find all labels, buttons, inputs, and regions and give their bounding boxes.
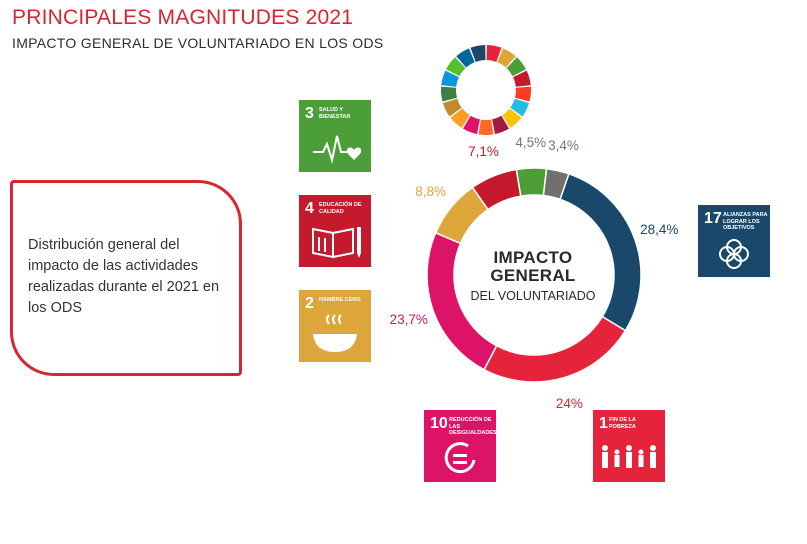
equal-circle-icon xyxy=(444,442,476,474)
sdg-wheel-segment xyxy=(514,86,531,102)
slice-label: 24% xyxy=(555,395,583,411)
sdg-10-label: REDUCCIÓN DE LAS DESIGUALDADES xyxy=(449,417,497,436)
bowl-icon xyxy=(313,314,357,352)
heartbeat-icon xyxy=(313,135,362,164)
sdg-4-number: 4 xyxy=(305,200,314,217)
sdg-wheel-segment xyxy=(510,98,530,117)
sdg-4-tile: 4 EDUCACIÓN DE CALIDAD xyxy=(299,195,371,267)
sdg-3-tile: 3 SALUD Y BIENESTAR xyxy=(299,100,371,172)
sdg-wheel-segment xyxy=(442,98,462,117)
center-title: IMPACTO GENERAL xyxy=(458,249,608,285)
center-subtitle: DEL VOLUNTARIADO xyxy=(470,289,596,303)
slice-label: 7,1% xyxy=(468,144,499,160)
sdg-wheel-segment xyxy=(492,115,510,135)
family-icon xyxy=(602,445,656,468)
sdg-wheel-segment xyxy=(502,108,522,128)
sdg-wheel-segment xyxy=(441,70,459,87)
sdg-17-number: 17 xyxy=(704,210,722,227)
sdg-wheel-segment xyxy=(506,57,526,77)
slice-label: 3,4% xyxy=(548,137,579,153)
donut-slice xyxy=(542,167,570,201)
donut-slices xyxy=(426,167,642,383)
sdg-2-label: HAMBRE CERO xyxy=(319,297,361,303)
sdg-wheel-segment xyxy=(441,86,458,102)
center-line-1: IMPACTO xyxy=(493,248,573,267)
slice-label: 28,4% xyxy=(640,222,679,238)
sdg-1-tile: 1 FIN DE LA POBREZA xyxy=(593,410,665,482)
sdg-wheel-segment xyxy=(478,119,494,136)
book-icon xyxy=(312,227,361,259)
donut-slice xyxy=(483,315,627,383)
callout-text: Distribución general del impacto de las … xyxy=(28,237,220,316)
slice-label: 23,7% xyxy=(389,311,428,327)
sdg-wheel-segment xyxy=(497,48,516,68)
page-subtitle: IMPACTO GENERAL DE VOLUNTARIADO EN LOS O… xyxy=(12,35,384,51)
sdg-4-label: EDUCACIÓN DE CALIDAD xyxy=(319,202,362,215)
donut-slice xyxy=(515,167,548,197)
callout-box xyxy=(10,180,242,376)
sdg-10-tile: 10 REDUCCIÓN DE LAS DESIGUALDADES xyxy=(424,410,497,482)
sdg-wheel-segment xyxy=(486,45,502,62)
sdg-1-label: FIN DE LA POBREZA xyxy=(609,417,636,430)
center-line-2: GENERAL xyxy=(490,266,576,285)
sdg-3-number: 3 xyxy=(305,105,314,122)
sdg-wheel-segment xyxy=(456,48,475,68)
sdg-3-label: SALUD Y BIENESTAR xyxy=(319,107,351,120)
sdg-17-label: ALIANZAS PARA LOGRAR LOS OBJETIVOS xyxy=(723,212,768,231)
sdg-wheel-logo xyxy=(441,45,531,136)
sdg-10-number: 10 xyxy=(430,415,448,432)
sdg-wheel-segment xyxy=(513,70,531,87)
sdg-2-number: 2 xyxy=(305,295,314,312)
flower-icon xyxy=(719,239,749,269)
sdg-wheel-segment xyxy=(446,57,466,77)
sdg-wheel-segment xyxy=(462,115,480,135)
sdg-17-tile: 17 ALIANZAS PARA LOGRAR LOS OBJETIVOS xyxy=(698,205,770,277)
sdg-2-tile: 2 HAMBRE CERO xyxy=(299,290,371,362)
page-title: PRINCIPALES MAGNITUDES 2021 xyxy=(12,6,354,29)
slice-label: 8,8% xyxy=(415,183,447,199)
sdg-wheel-segment xyxy=(470,45,486,62)
sdg-wheel-segment xyxy=(450,108,470,128)
slice-label: 4,5% xyxy=(515,134,547,150)
sdg-1-number: 1 xyxy=(599,415,608,432)
